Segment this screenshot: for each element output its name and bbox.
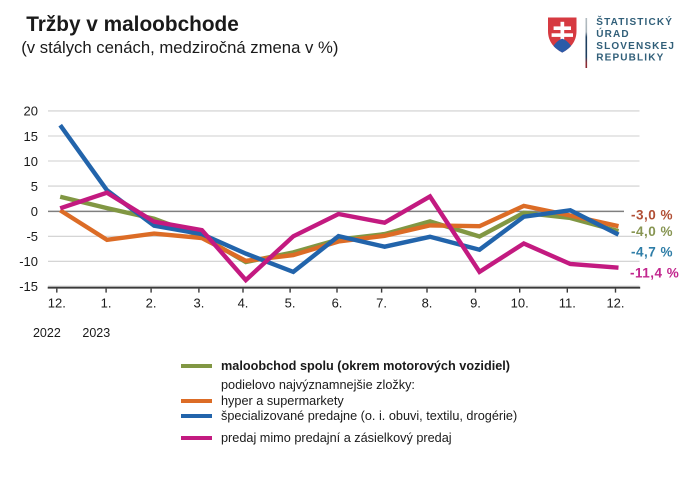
svg-text:4.: 4. [238,296,249,311]
svg-text:-3,0 %: -3,0 % [631,208,673,223]
svg-text:10: 10 [24,154,38,169]
svg-text:20: 20 [24,104,38,119]
svg-text:REPUBLIKY: REPUBLIKY [596,53,664,64]
svg-text:9.: 9. [470,296,481,311]
svg-text:11.: 11. [559,296,576,311]
svg-text:6.: 6. [332,296,343,311]
svg-text:0: 0 [31,204,38,219]
svg-text:ŠTATISTICKÝ: ŠTATISTICKÝ [596,15,673,28]
svg-text:8.: 8. [422,296,433,311]
svg-text:-11,4 %: -11,4 % [630,265,679,280]
svg-text:-4,7 %: -4,7 % [631,244,673,259]
svg-text:-10: -10 [19,254,38,269]
svg-text:2023: 2023 [82,326,110,340]
svg-text:5: 5 [31,179,38,194]
svg-text:15: 15 [24,129,38,144]
svg-text:7.: 7. [376,296,387,311]
svg-text:-5: -5 [26,229,38,244]
svg-text:3.: 3. [193,296,204,311]
svg-text:5.: 5. [285,296,296,311]
svg-text:-4,0 %: -4,0 % [631,224,673,239]
svg-text:10.: 10. [511,296,529,311]
svg-text:12.: 12. [606,296,624,311]
svg-text:2.: 2. [146,296,157,311]
svg-text:12.: 12. [48,296,66,311]
svg-text:ÚRAD: ÚRAD [596,27,630,40]
svg-text:1.: 1. [101,296,112,311]
svg-text:-15: -15 [19,279,38,294]
svg-text:SLOVENSKEJ: SLOVENSKEJ [596,41,675,52]
svg-text:2022: 2022 [33,326,61,340]
